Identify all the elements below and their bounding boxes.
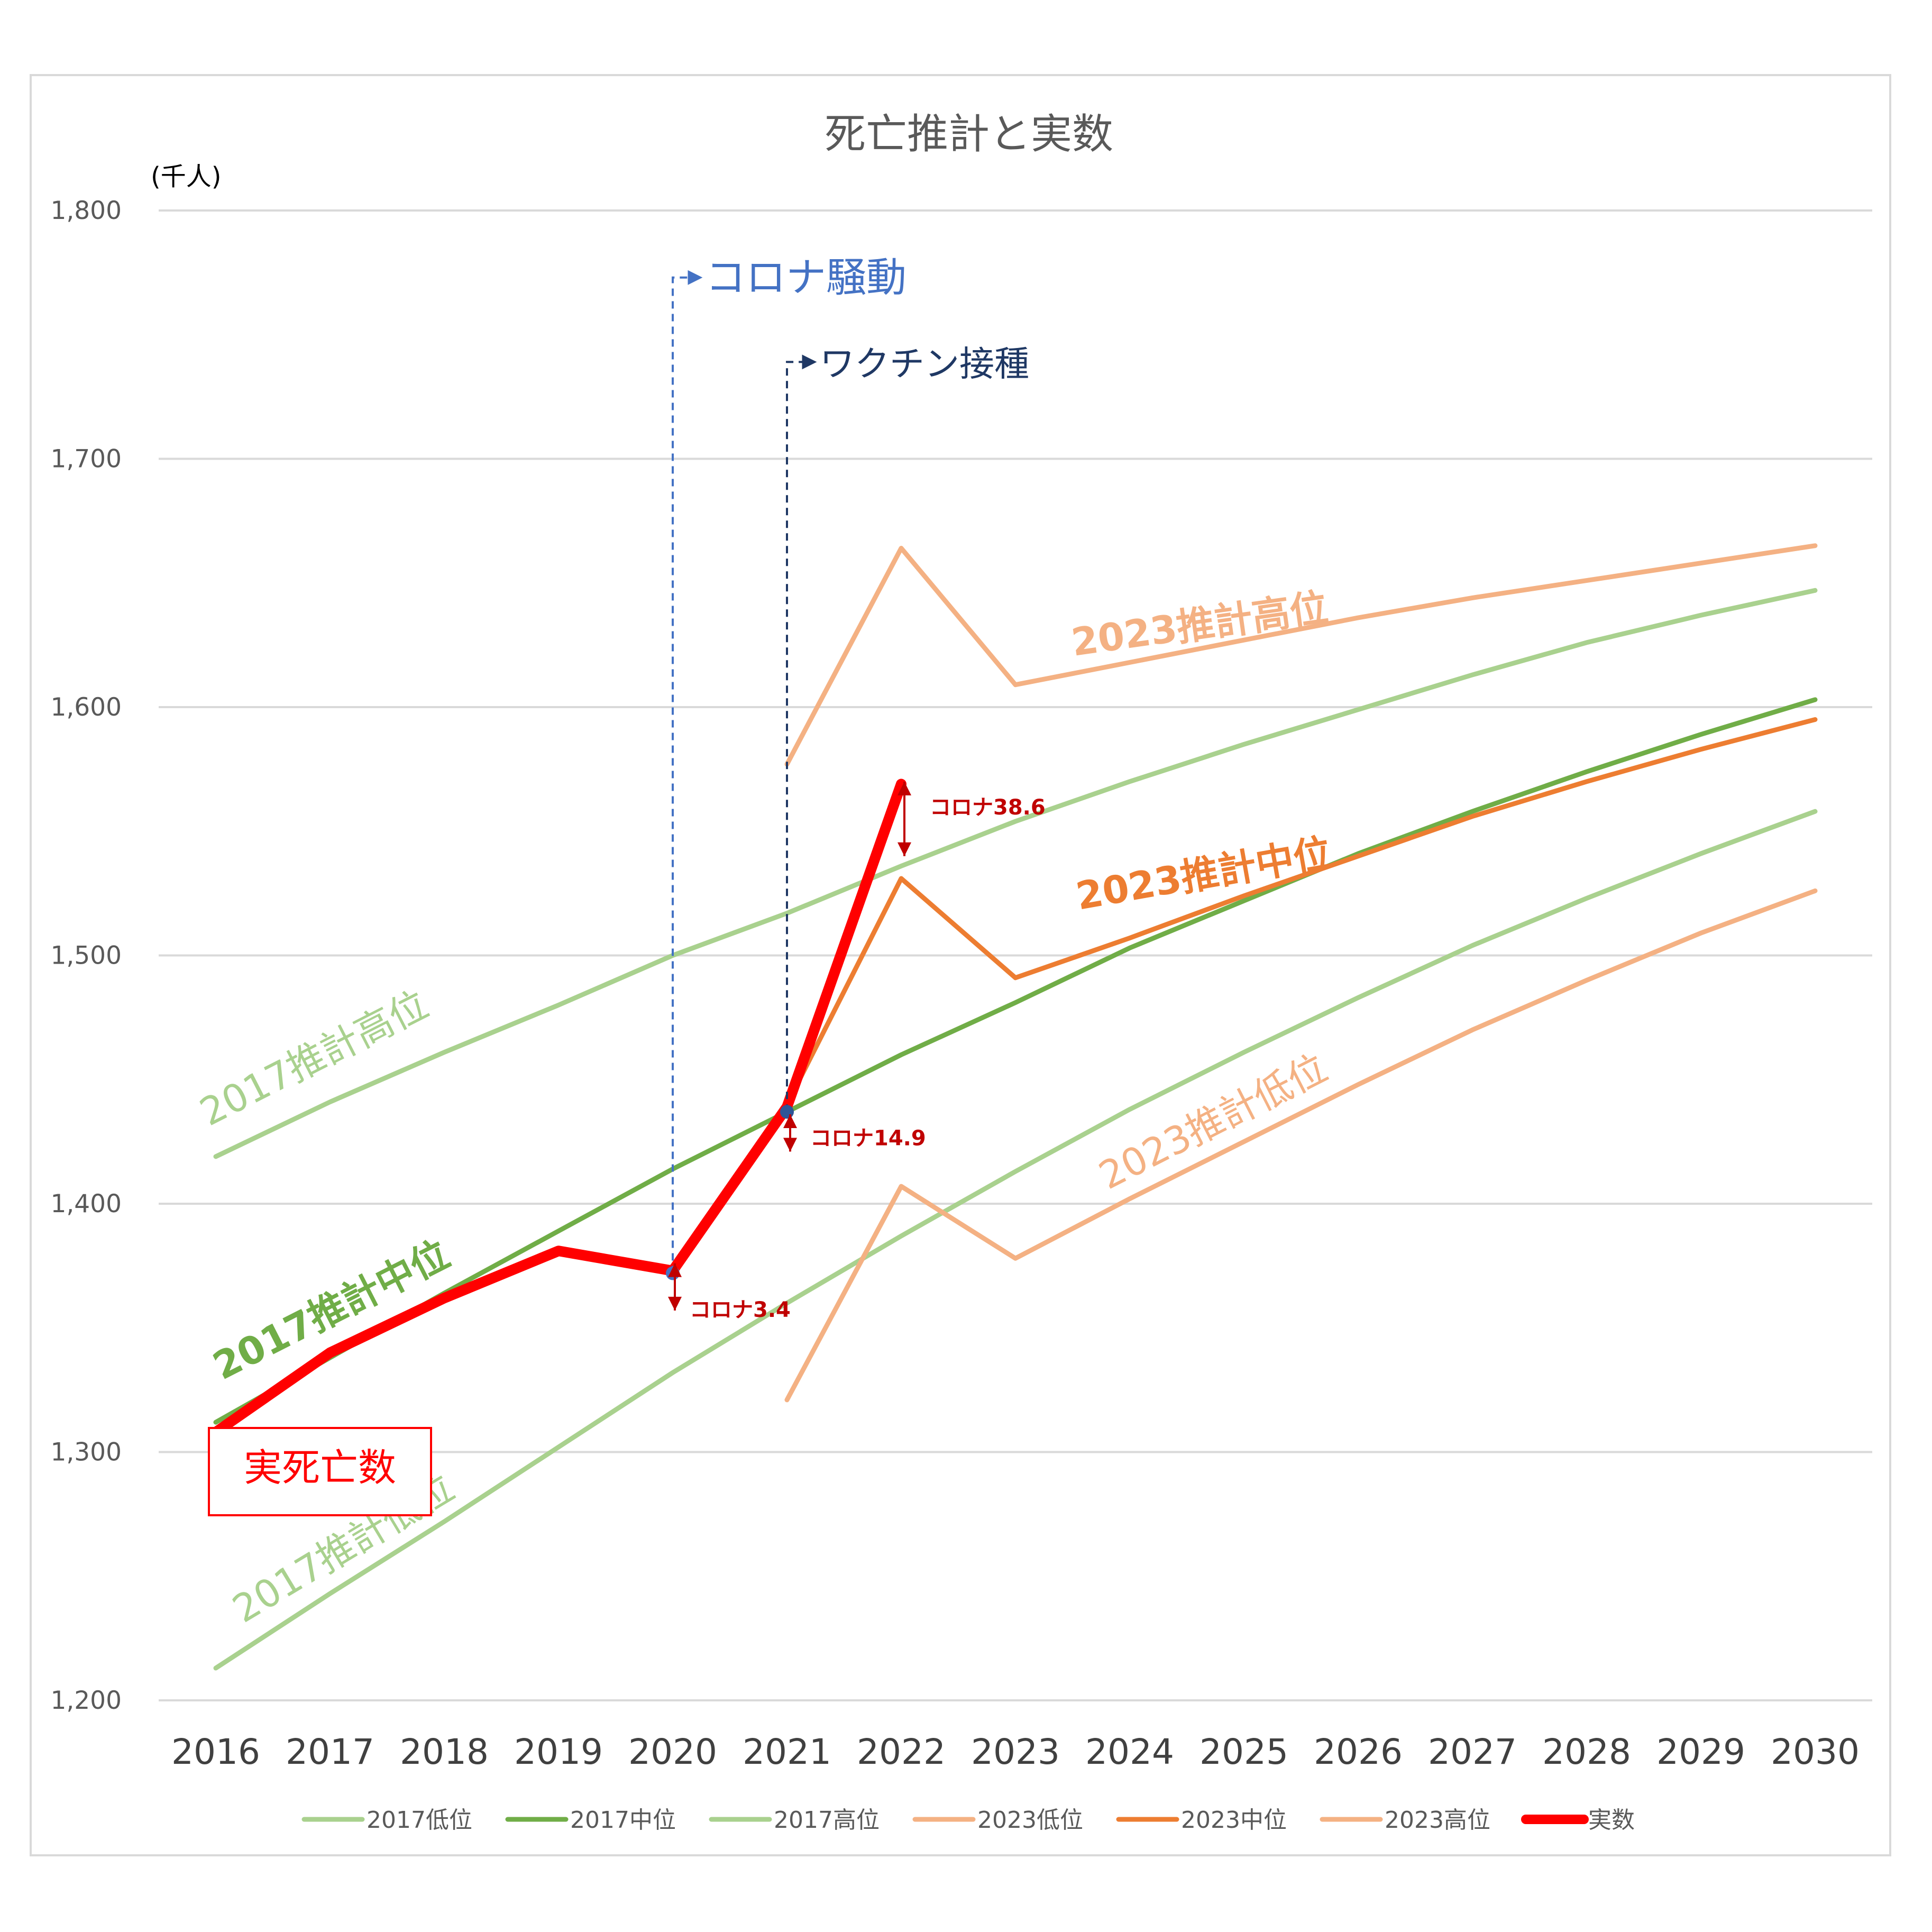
legend-label: 2017高位 — [774, 1807, 880, 1834]
series-inline-label: 2023推計高位 — [1069, 585, 1331, 665]
excess-arrow-head — [783, 1138, 797, 1152]
x-tick-label: 2027 — [1428, 1732, 1517, 1772]
y-tick-label: 1,600 — [50, 693, 122, 722]
x-tick-label: 2024 — [1085, 1732, 1174, 1772]
chart-title: 死亡推計と実数 — [825, 111, 1113, 158]
series-line — [213, 697, 1818, 1425]
x-axis-ticks: 2016 2017 2018 2019 2020 2021 2022 2023 2024 2025… — [171, 1732, 1860, 1772]
series-line — [213, 588, 1818, 1159]
series-line — [213, 809, 1818, 1671]
x-tick-label: 2029 — [1656, 1732, 1745, 1772]
legend-label: 2023低位 — [977, 1807, 1083, 1834]
legend-label: 実数 — [1588, 1807, 1635, 1834]
excess-label: コロナ38.6 — [930, 795, 1046, 820]
x-tick-label: 2028 — [1542, 1732, 1631, 1772]
x-tick-label: 2018 — [400, 1732, 489, 1772]
callout-text: 実死亡数 — [244, 1445, 396, 1490]
x-tick-label: 2026 — [1314, 1732, 1403, 1772]
chart-frame — [30, 74, 1891, 1856]
x-tick-label: 2017 — [286, 1732, 374, 1772]
dashed-guide-line — [786, 354, 817, 1112]
legend-label: 2017低位 — [367, 1807, 472, 1834]
excess-arrow-head — [898, 781, 911, 795]
excess-arrow-head — [783, 1114, 797, 1128]
x-tick-label: 2020 — [628, 1732, 717, 1772]
x-tick-label: 2019 — [514, 1732, 603, 1772]
gridlines — [159, 209, 1872, 1701]
annotation-label: コロナ騒動 — [706, 254, 907, 301]
excess-label: コロナ3.4 — [690, 1298, 791, 1322]
legend: 2017低位 2017中位 2017高位 2023低位 2023中位 2023高位 実数 — [301, 1807, 1635, 1834]
guide-start-dot — [780, 1105, 794, 1119]
y-tick-label: 1,700 — [50, 445, 122, 474]
annotation-label: ワクチン接種 — [820, 343, 1029, 384]
x-tick-label: 2025 — [1200, 1732, 1288, 1772]
excess-arrow-head — [898, 842, 911, 856]
legend-label: 2023中位 — [1181, 1807, 1287, 1834]
legend-label: 2023高位 — [1385, 1807, 1490, 1834]
x-tick-label: 2030 — [1771, 1732, 1860, 1772]
x-tick-label: 2021 — [743, 1732, 831, 1772]
y-axis-unit-label: (千人) — [151, 162, 221, 191]
x-tick-label: 2016 — [171, 1732, 260, 1772]
x-tick-label: 2023 — [971, 1732, 1060, 1772]
y-tick-label: 1,800 — [50, 196, 122, 225]
series-line — [784, 543, 1818, 767]
dashed-guide-line — [672, 270, 703, 1274]
series-line — [784, 888, 1818, 1403]
y-axis-ticks: 1,200 1,300 1,400 1,500 1,600 1,700 1,800 — [50, 196, 122, 1715]
actual-deaths-callout: 実死亡数 — [208, 1427, 432, 1516]
x-tick-label: 2022 — [857, 1732, 946, 1772]
y-tick-label: 1,400 — [50, 1189, 122, 1219]
series-line — [784, 717, 1818, 1107]
excess-arrow-head — [668, 1263, 682, 1277]
excess-arrow-head — [668, 1296, 682, 1311]
series-inline-label: 2023推計中位 — [1073, 830, 1335, 919]
y-tick-label: 1,200 — [50, 1686, 122, 1715]
legend-label: 2017中位 — [570, 1807, 676, 1834]
y-tick-label: 1,300 — [50, 1438, 122, 1467]
y-tick-label: 1,500 — [50, 941, 122, 970]
excess-label: コロナ14.9 — [810, 1126, 926, 1150]
